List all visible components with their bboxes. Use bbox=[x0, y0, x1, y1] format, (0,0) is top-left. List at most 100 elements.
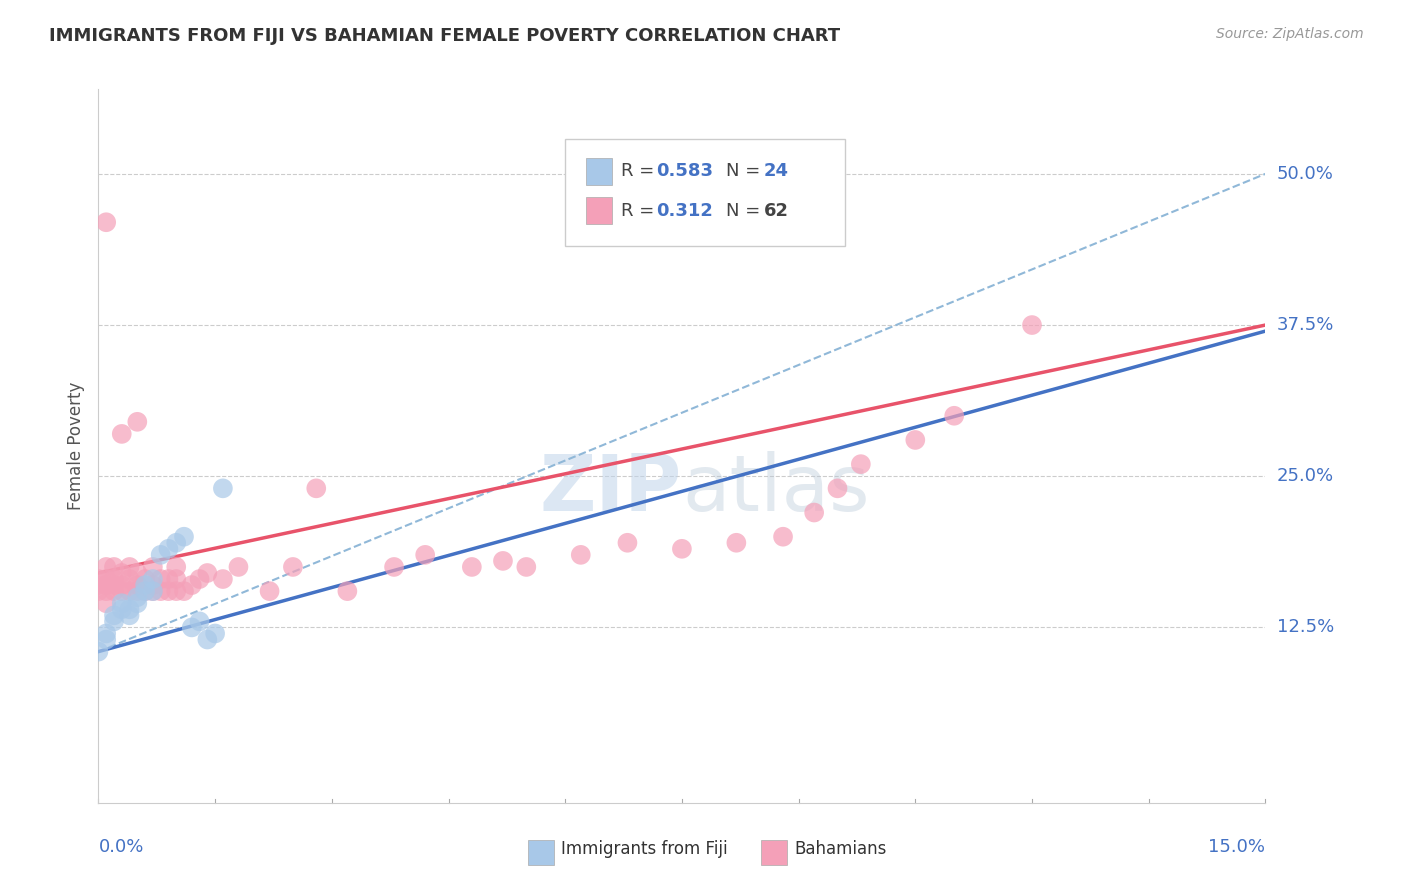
Point bbox=[492, 554, 515, 568]
Point bbox=[157, 572, 180, 586]
Point bbox=[111, 602, 134, 616]
Point bbox=[134, 572, 156, 586]
Point bbox=[165, 560, 187, 574]
Text: Source: ZipAtlas.com: Source: ZipAtlas.com bbox=[1216, 27, 1364, 41]
Point bbox=[803, 506, 825, 520]
Point bbox=[157, 584, 180, 599]
Text: 37.5%: 37.5% bbox=[1277, 316, 1334, 334]
Text: 0.583: 0.583 bbox=[657, 162, 713, 180]
Point bbox=[305, 481, 328, 495]
Point bbox=[96, 626, 118, 640]
FancyBboxPatch shape bbox=[565, 139, 845, 246]
Point bbox=[281, 560, 304, 574]
Point bbox=[96, 560, 118, 574]
FancyBboxPatch shape bbox=[586, 158, 612, 185]
Point bbox=[134, 584, 156, 599]
Point bbox=[180, 578, 202, 592]
Point bbox=[127, 584, 149, 599]
Point bbox=[111, 596, 134, 610]
Point bbox=[96, 572, 118, 586]
Point bbox=[157, 541, 180, 556]
Text: IMMIGRANTS FROM FIJI VS BAHAMIAN FEMALE POVERTY CORRELATION CHART: IMMIGRANTS FROM FIJI VS BAHAMIAN FEMALE … bbox=[49, 27, 841, 45]
Point bbox=[149, 584, 172, 599]
Point bbox=[111, 426, 134, 441]
Point bbox=[87, 645, 110, 659]
Point bbox=[127, 590, 149, 604]
Point bbox=[142, 584, 165, 599]
Point bbox=[725, 535, 748, 549]
FancyBboxPatch shape bbox=[527, 840, 554, 865]
Point bbox=[103, 578, 125, 592]
Point bbox=[142, 584, 165, 599]
Point bbox=[173, 584, 195, 599]
Point bbox=[142, 560, 165, 574]
Point bbox=[103, 608, 125, 623]
Point bbox=[96, 596, 118, 610]
Point bbox=[569, 548, 592, 562]
Point bbox=[188, 615, 211, 629]
Y-axis label: Female Poverty: Female Poverty bbox=[66, 382, 84, 510]
Point bbox=[96, 215, 118, 229]
Point bbox=[96, 584, 118, 599]
Point bbox=[118, 602, 141, 616]
Point bbox=[127, 596, 149, 610]
Point bbox=[461, 560, 484, 574]
Point bbox=[515, 560, 537, 574]
Text: 0.312: 0.312 bbox=[657, 202, 713, 219]
Text: 62: 62 bbox=[763, 202, 789, 219]
Point bbox=[827, 481, 849, 495]
Point bbox=[195, 632, 218, 647]
Point bbox=[96, 578, 118, 592]
Point bbox=[616, 535, 638, 549]
Point bbox=[111, 566, 134, 580]
Point bbox=[671, 541, 693, 556]
Point bbox=[849, 457, 872, 471]
Text: Bahamians: Bahamians bbox=[794, 840, 886, 858]
Point bbox=[118, 560, 141, 574]
Point bbox=[111, 578, 134, 592]
Point bbox=[103, 584, 125, 599]
Point bbox=[904, 433, 927, 447]
Point bbox=[103, 615, 125, 629]
Point bbox=[96, 632, 118, 647]
Point bbox=[228, 560, 250, 574]
Point bbox=[134, 578, 156, 592]
Point bbox=[149, 548, 172, 562]
Text: atlas: atlas bbox=[682, 450, 869, 527]
Point bbox=[165, 572, 187, 586]
Point bbox=[1021, 318, 1043, 332]
Point bbox=[103, 572, 125, 586]
Point bbox=[103, 560, 125, 574]
Point bbox=[336, 584, 359, 599]
Text: 0.0%: 0.0% bbox=[98, 838, 143, 855]
Text: N =: N = bbox=[727, 202, 766, 219]
Point bbox=[165, 535, 187, 549]
Point bbox=[204, 626, 226, 640]
Text: Immigrants from Fiji: Immigrants from Fiji bbox=[561, 840, 727, 858]
Point bbox=[772, 530, 794, 544]
Point bbox=[118, 608, 141, 623]
Point bbox=[173, 530, 195, 544]
Point bbox=[413, 548, 436, 562]
Text: N =: N = bbox=[727, 162, 766, 180]
Text: 25.0%: 25.0% bbox=[1277, 467, 1334, 485]
Point bbox=[195, 566, 218, 580]
Point bbox=[87, 584, 110, 599]
FancyBboxPatch shape bbox=[761, 840, 787, 865]
Text: 50.0%: 50.0% bbox=[1277, 165, 1333, 183]
Point bbox=[87, 572, 110, 586]
Point bbox=[165, 584, 187, 599]
Point bbox=[149, 572, 172, 586]
Point bbox=[87, 578, 110, 592]
Point bbox=[127, 415, 149, 429]
Point bbox=[118, 584, 141, 599]
Text: 24: 24 bbox=[763, 162, 789, 180]
Point bbox=[111, 584, 134, 599]
Point bbox=[142, 578, 165, 592]
Point bbox=[127, 566, 149, 580]
Text: 12.5%: 12.5% bbox=[1277, 618, 1334, 636]
Point bbox=[943, 409, 966, 423]
Point bbox=[212, 572, 235, 586]
Point bbox=[142, 572, 165, 586]
Point bbox=[188, 572, 211, 586]
